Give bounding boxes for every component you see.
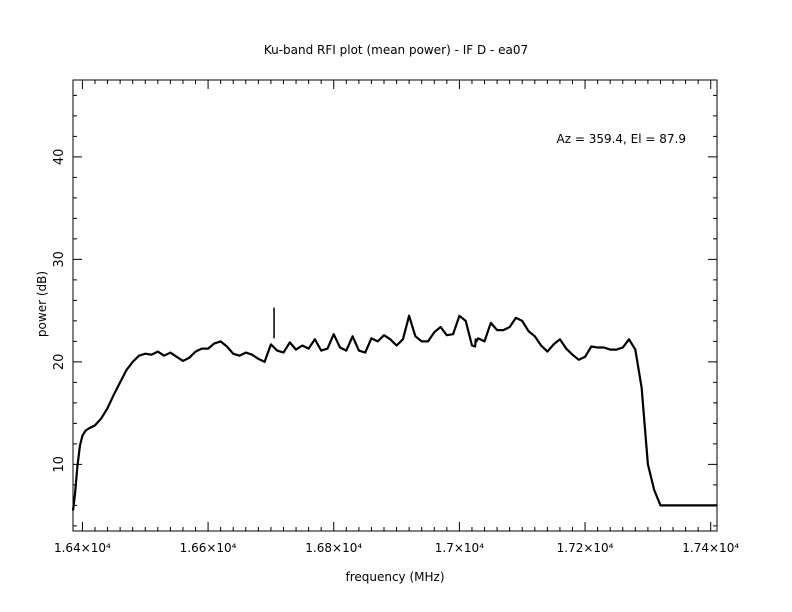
y-tick-label: 40 — [52, 149, 67, 166]
x-tick-label: 1.72×10⁴ — [557, 541, 614, 555]
annotation-az-el: Az = 359.4, El = 87.9 — [557, 132, 687, 146]
x-tick-label: 1.74×10⁴ — [682, 541, 739, 555]
chart-title: Ku-band RFI plot (mean power) - IF D - e… — [264, 43, 528, 57]
y-tick-label: 10 — [52, 456, 67, 473]
x-tick-label: 1.64×10⁴ — [54, 541, 111, 555]
power-series-line — [71, 314, 717, 511]
y-axis-label: power (dB) — [35, 271, 49, 337]
plot-frame — [72, 79, 718, 532]
x-tick-label: 1.66×10⁴ — [180, 541, 237, 555]
x-tick-label: 1.68×10⁴ — [305, 541, 362, 555]
x-axis-label: frequency (MHz) — [345, 570, 444, 584]
y-tick-label: 30 — [52, 251, 67, 268]
x-tick-label: 1.7×10⁴ — [435, 541, 484, 555]
y-tick-label: 20 — [52, 354, 67, 371]
